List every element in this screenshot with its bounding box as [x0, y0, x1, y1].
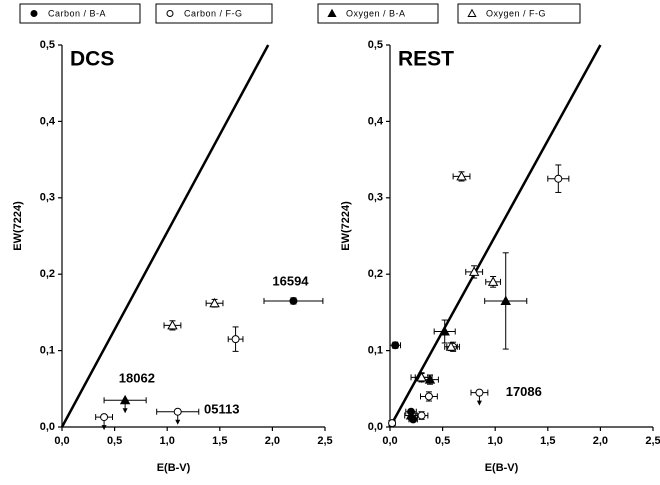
- y-tick-label: 0,3: [368, 192, 383, 204]
- annotation: 17086: [506, 384, 542, 399]
- x-axis-label: E(B-V): [157, 462, 191, 474]
- data-point: [388, 419, 397, 428]
- data-point: [289, 296, 298, 305]
- panel-title: REST: [398, 48, 454, 71]
- x-tick-label: 0,0: [382, 435, 397, 447]
- y-tick-label: 0,1: [40, 345, 55, 357]
- legend-label: Carbon / F-G: [184, 8, 243, 18]
- reference-line: [60, 44, 270, 428]
- x-tick-label: 0,0: [54, 435, 69, 447]
- legend-marker: [30, 10, 38, 17]
- data-point: [209, 297, 220, 308]
- data-point: [445, 341, 457, 351]
- data-point: [391, 341, 400, 350]
- y-tick-label: 0,3: [40, 192, 55, 204]
- arrow-head: [101, 425, 107, 431]
- data-point: [119, 394, 131, 405]
- legend-marker: [327, 8, 337, 17]
- legend-box: [155, 3, 273, 24]
- x-tick-label: 2,0: [265, 435, 280, 447]
- x-axis-label: E(B-V): [485, 462, 519, 474]
- y-tick-label: 0,5: [40, 39, 55, 51]
- legend-label: Carbon / B-A: [48, 8, 106, 18]
- panel-title: DCS: [70, 48, 114, 71]
- x-tick-label: 0,5: [435, 435, 450, 447]
- y-tick-label: 0,2: [40, 268, 55, 280]
- data-point: [487, 276, 499, 286]
- legend-box: [317, 3, 439, 24]
- x-tick-label: 2,5: [645, 435, 660, 447]
- data-point: [456, 171, 467, 181]
- x-tick-label: 1,5: [540, 435, 555, 447]
- y-tick-label: 0,0: [368, 421, 383, 433]
- y-tick-label: 0,0: [40, 421, 55, 433]
- legend-label: Oxygen / F-G: [486, 8, 546, 18]
- arrow-head: [122, 408, 128, 414]
- y-tick-label: 0,1: [368, 345, 383, 357]
- y-tick-label: 0,5: [368, 39, 383, 51]
- arrow-head: [476, 400, 482, 406]
- data-point: [173, 407, 182, 416]
- data-point: [231, 335, 240, 344]
- data-point: [554, 174, 563, 183]
- data-point: [167, 319, 178, 330]
- y-tick-label: 0,2: [368, 268, 383, 280]
- data-point: [500, 295, 511, 305]
- y-tick-label: 0,4: [368, 115, 384, 127]
- y-axis-label: EW(7224): [12, 201, 24, 251]
- data-point: [468, 266, 480, 276]
- arrow-head: [175, 419, 181, 425]
- data-point: [100, 413, 109, 422]
- data-point: [424, 392, 433, 401]
- x-tick-label: 2,5: [317, 435, 332, 447]
- legend-marker: [467, 8, 477, 17]
- data-point: [439, 326, 450, 336]
- legend-label: Oxygen / B-A: [346, 8, 406, 18]
- legend-marker: [166, 10, 174, 17]
- x-tick-label: 0,5: [107, 435, 122, 447]
- x-tick-label: 1,0: [160, 435, 175, 447]
- x-tick-label: 1,0: [488, 435, 503, 447]
- data-point: [417, 411, 426, 420]
- y-axis-label: EW(7224): [340, 201, 352, 251]
- annotation: 05113: [204, 402, 239, 417]
- legend-box: [457, 3, 581, 24]
- annotation: 16594: [272, 273, 309, 288]
- data-point: [475, 388, 484, 397]
- y-tick-label: 0,4: [40, 115, 56, 127]
- data-point: [416, 371, 427, 382]
- annotation: 18062: [119, 370, 155, 385]
- x-tick-label: 1,5: [212, 435, 227, 447]
- x-tick-label: 2,0: [593, 435, 608, 447]
- reference-line: [388, 44, 602, 428]
- data-point: [405, 410, 417, 420]
- legend-box: [19, 3, 141, 24]
